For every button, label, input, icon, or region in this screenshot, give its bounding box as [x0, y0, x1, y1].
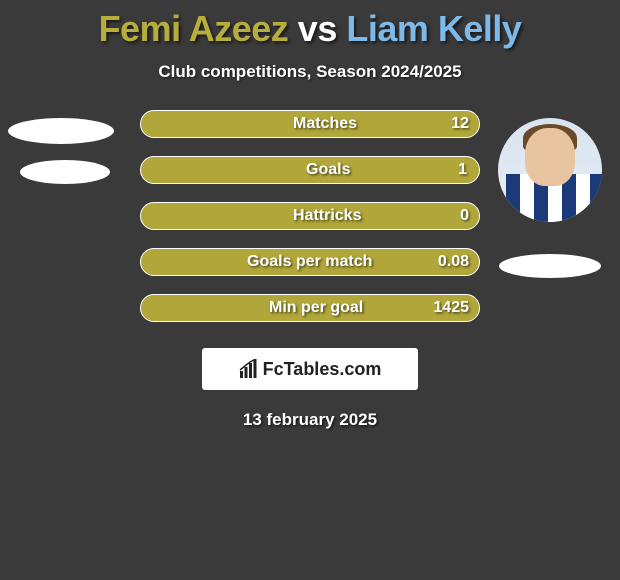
- stat-value: 12: [451, 115, 469, 133]
- stat-label: Goals per match: [247, 253, 372, 271]
- stat-value: 0: [460, 207, 469, 225]
- player2-avatar: [498, 118, 602, 222]
- brand-bars-icon: [239, 359, 259, 379]
- stats-container: Matches 12 Goals 1 Hattricks 0 Goals per match…: [140, 110, 480, 322]
- subtitle: Club competitions, Season 2024/2025: [0, 62, 620, 82]
- player2-name: Liam Kelly: [346, 8, 521, 49]
- brand-text: FcTables.com: [263, 359, 382, 380]
- player1-name: Femi Azeez: [99, 8, 289, 49]
- stat-bar: Goals per match 0.08: [140, 248, 480, 276]
- brand-badge: FcTables.com: [202, 348, 418, 390]
- stat-value: 1: [458, 161, 467, 179]
- stat-value: 0.08: [438, 253, 469, 271]
- stat-bar: Goals 1: [140, 156, 480, 184]
- avatar-head: [525, 128, 575, 186]
- date-text: 13 february 2025: [0, 410, 620, 430]
- stat-label: Hattricks: [293, 207, 361, 225]
- vs-text: vs: [288, 8, 346, 49]
- right-side: [498, 118, 602, 278]
- jersey-stripe: [590, 174, 602, 222]
- stat-label: Matches: [293, 115, 357, 133]
- content-area: Matches 12 Goals 1 Hattricks 0 Goals per match…: [0, 110, 620, 322]
- jersey-stripe: [506, 174, 520, 222]
- stat-label: Goals: [306, 161, 350, 179]
- jersey-stripe: [576, 174, 590, 222]
- stat-label: Min per goal: [269, 299, 363, 317]
- stat-bar: Matches 12: [140, 110, 480, 138]
- stat-bar: Min per goal 1425: [140, 294, 480, 322]
- placeholder-ellipse: [20, 160, 110, 184]
- stat-value: 1425: [433, 299, 469, 317]
- placeholder-ellipse: [8, 118, 114, 144]
- stat-bar: Hattricks 0: [140, 202, 480, 230]
- right-placeholder-shape: [499, 254, 601, 278]
- page-title: Femi Azeez vs Liam Kelly: [0, 0, 620, 50]
